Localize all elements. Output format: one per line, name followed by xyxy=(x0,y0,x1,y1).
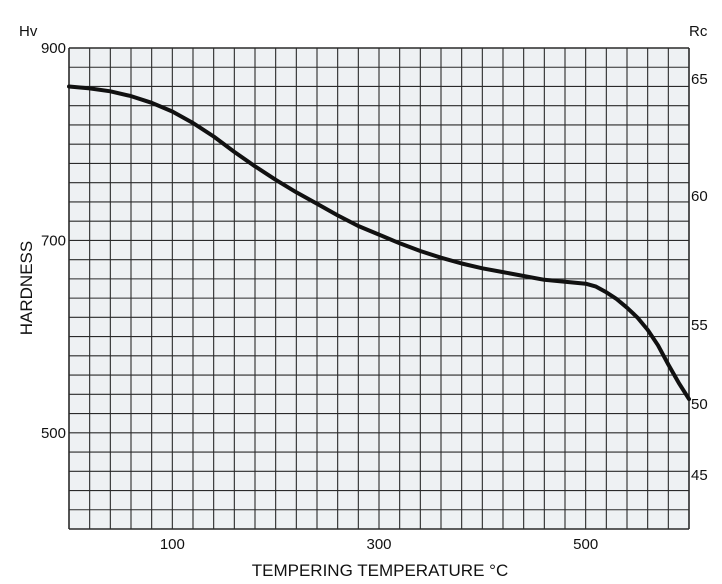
x-tick-label: 100 xyxy=(160,536,185,553)
x-tick-label: 500 xyxy=(573,536,598,553)
y-tick-label-right: 60 xyxy=(691,188,708,205)
y-tick-label-left: 900 xyxy=(41,40,66,57)
series-layer xyxy=(67,84,691,402)
y-tick-label-right: 55 xyxy=(691,317,708,334)
y-tick-label-right: 50 xyxy=(691,396,708,413)
grid xyxy=(68,47,690,530)
left-axis-unit: Hv xyxy=(19,23,38,40)
hardness-curve xyxy=(67,84,691,402)
tick-labels: 100 300 500 500 700 900 45 50 55 60 65 xyxy=(41,40,708,553)
y-axis-title: HARDNESS xyxy=(17,241,36,335)
right-axis-unit: Rc xyxy=(689,23,708,40)
y-tick-label-right: 65 xyxy=(691,71,708,88)
y-tick-label-left: 700 xyxy=(41,232,66,249)
y-tick-label-left: 500 xyxy=(41,425,66,442)
x-tick-label: 300 xyxy=(366,536,391,553)
x-axis-title: TEMPERING TEMPERATURE °C xyxy=(252,561,508,580)
y-tick-label-right: 45 xyxy=(691,467,708,484)
